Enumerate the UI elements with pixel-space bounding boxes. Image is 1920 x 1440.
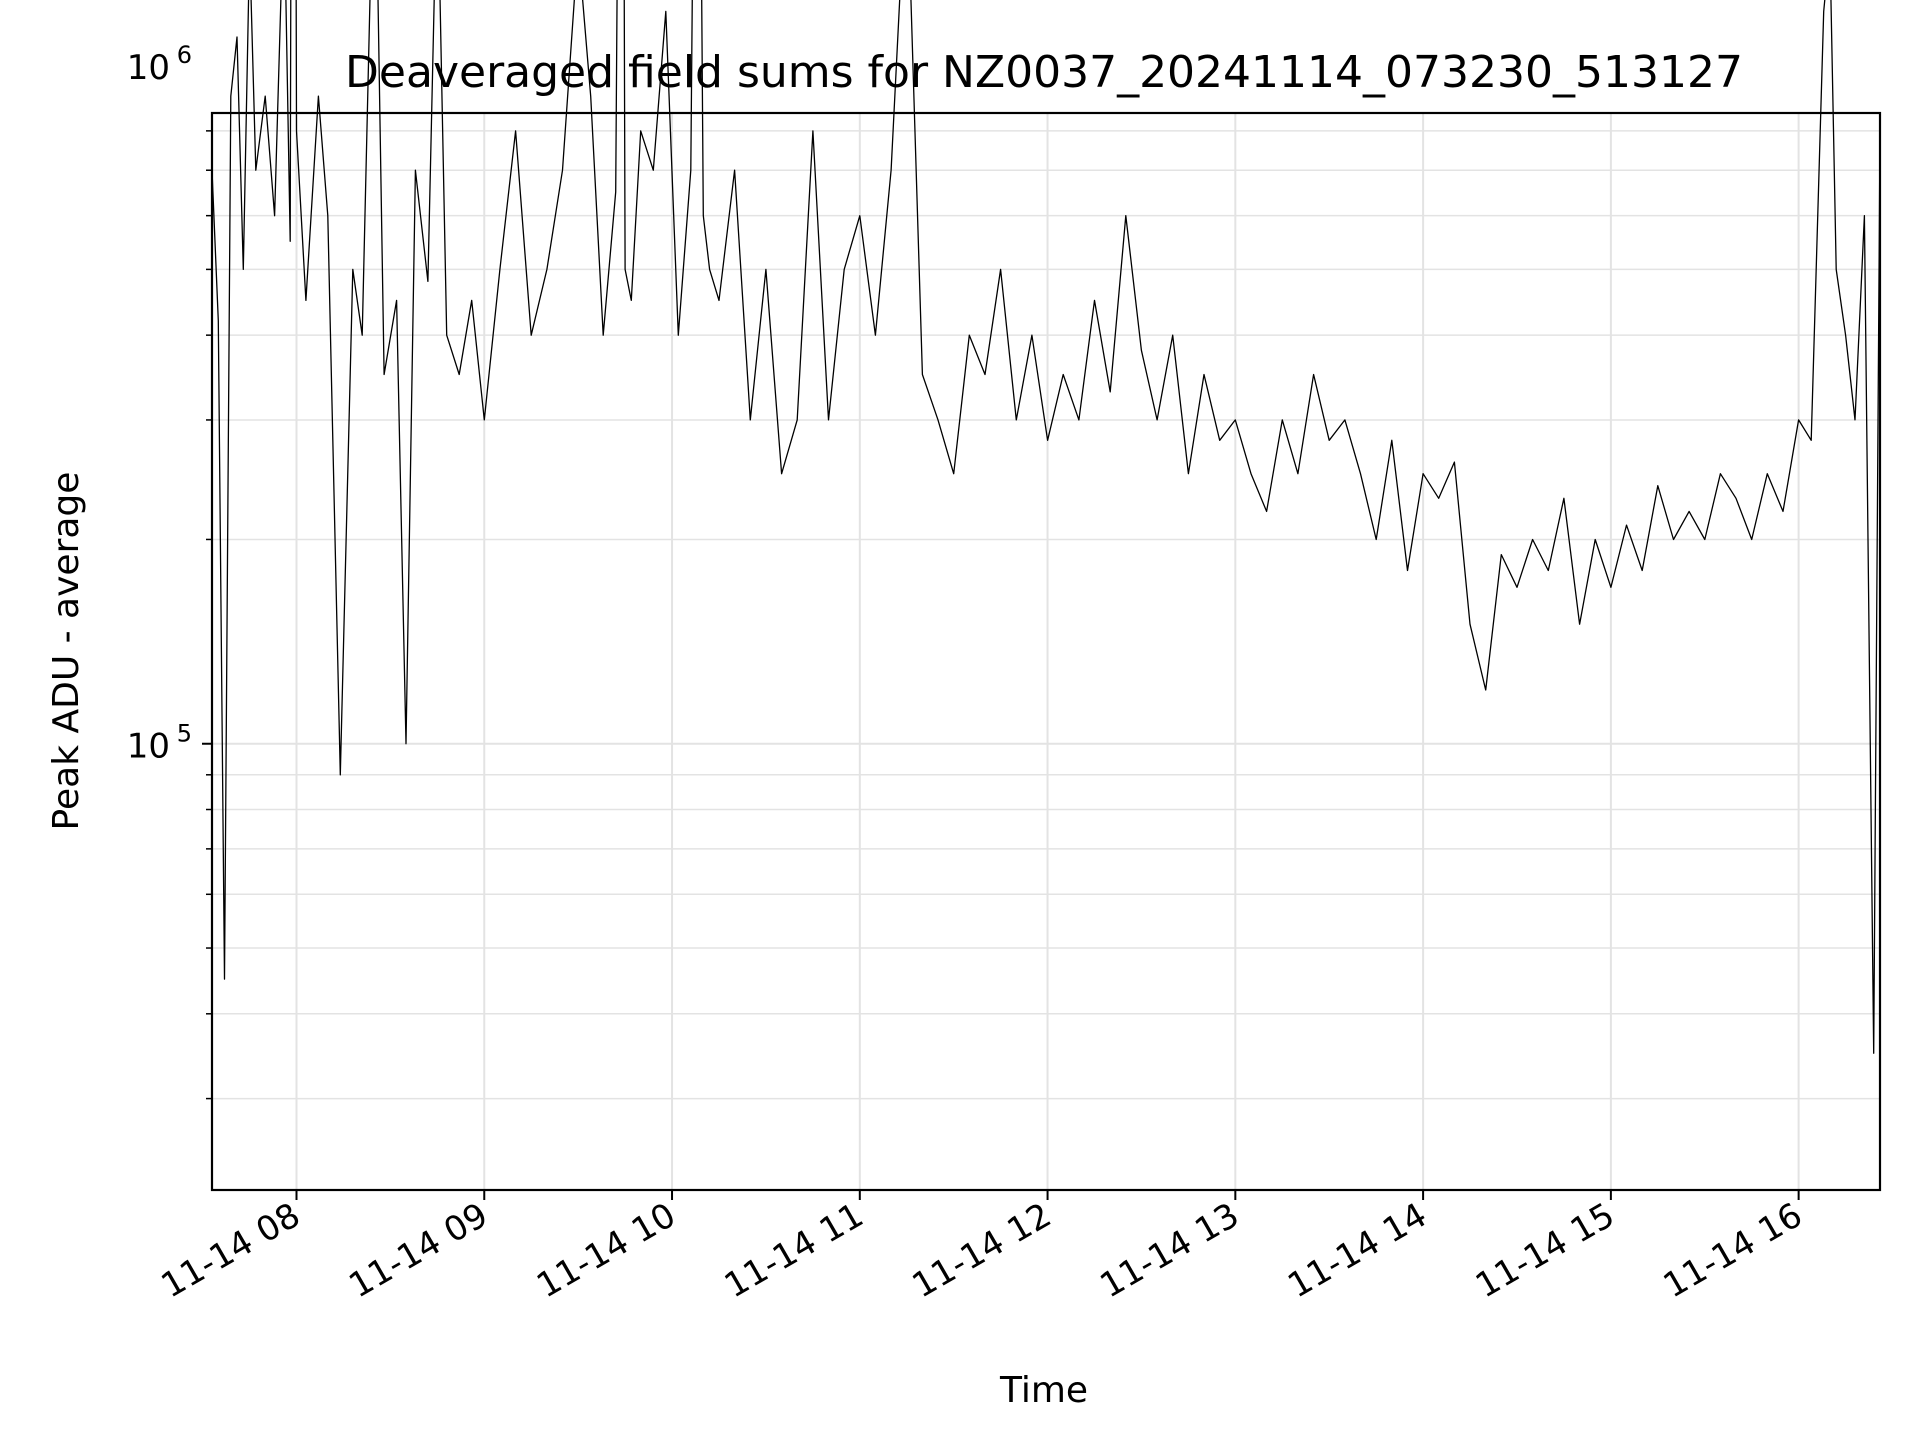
x-tick-label: 11-14 09 [342, 1195, 494, 1306]
series-line [211, 0, 1881, 1054]
x-axis-label: Time [999, 1370, 1088, 1411]
x-tick-label: 11-14 10 [530, 1195, 682, 1306]
x-tick-label: 11-14 08 [155, 1195, 307, 1306]
x-tick-label: 11-14 16 [1657, 1195, 1809, 1306]
x-tick-label: 11-14 13 [1093, 1195, 1245, 1306]
chart-title: Deaveraged field sums for NZ0037_2024111… [345, 47, 1743, 98]
y-axis-label: Peak ADU - average [46, 472, 87, 831]
grid [212, 113, 1880, 1190]
x-tick-label: 11-14 14 [1281, 1195, 1433, 1306]
y-tick-label: 10 [127, 727, 170, 767]
y-tick-label: 10 [127, 48, 170, 88]
y-axis: 105106107 [127, 41, 212, 1100]
y-tick-exponent: 6 [177, 41, 192, 69]
x-tick-label: 11-14 15 [1469, 1195, 1621, 1306]
series-group [211, 0, 1881, 1054]
y-tick-exponent: 5 [177, 720, 192, 748]
x-tick-label: 11-14 12 [906, 1195, 1058, 1306]
x-axis: 11-14 08 11-14 09 11-14 10 11-14 11 11-14 12… [155, 1190, 1809, 1306]
plot-frame [210, 111, 1882, 1192]
x-tick-label: 11-14 11 [718, 1195, 870, 1306]
